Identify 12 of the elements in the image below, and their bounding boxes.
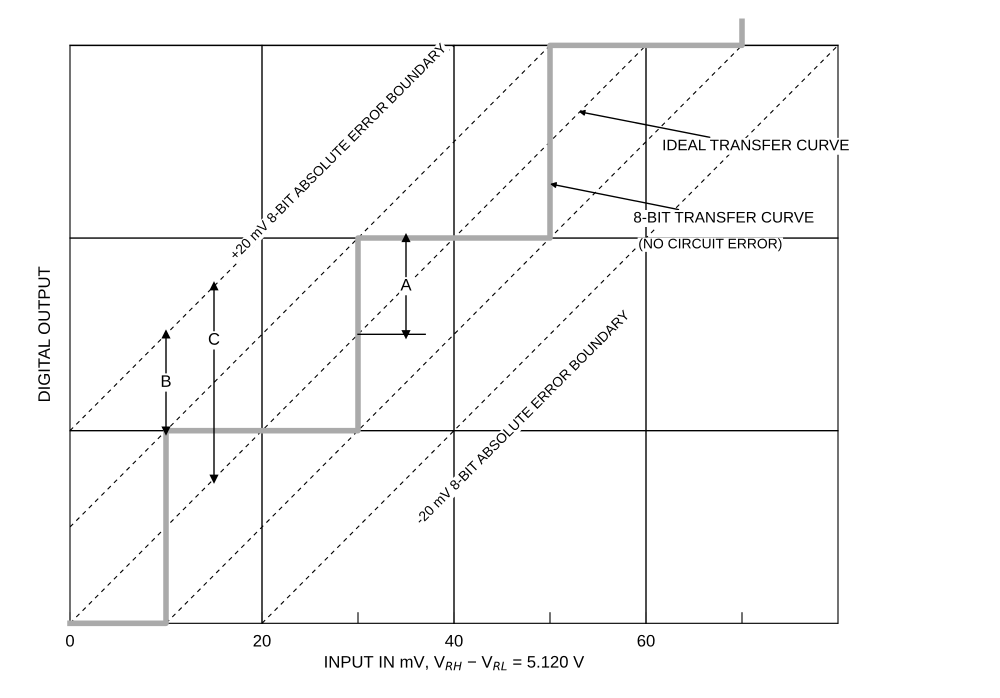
annotation: IDEAL TRANSFER CURVE [664,140,849,150]
annotation: (NO CIRCUIT ERROR) [639,238,782,252]
y-axis-title: DIGITAL OUTPUT [38,266,50,402]
annotation: C [208,333,220,345]
annotation: A [400,279,412,290]
x-tick-label: 60 [638,634,655,647]
x-tick-label: 0 [66,634,74,647]
x-axis-title: INPUT IN mV, V$_{RH}$ − V$_{RL}$ = 5.120 V [325,656,584,670]
x-tick-label: 40 [445,634,463,647]
annotation: B [162,375,171,387]
annotation: 8-BIT TRANSFER CURVE [634,212,814,223]
x-tick-label: 20 [254,634,271,647]
